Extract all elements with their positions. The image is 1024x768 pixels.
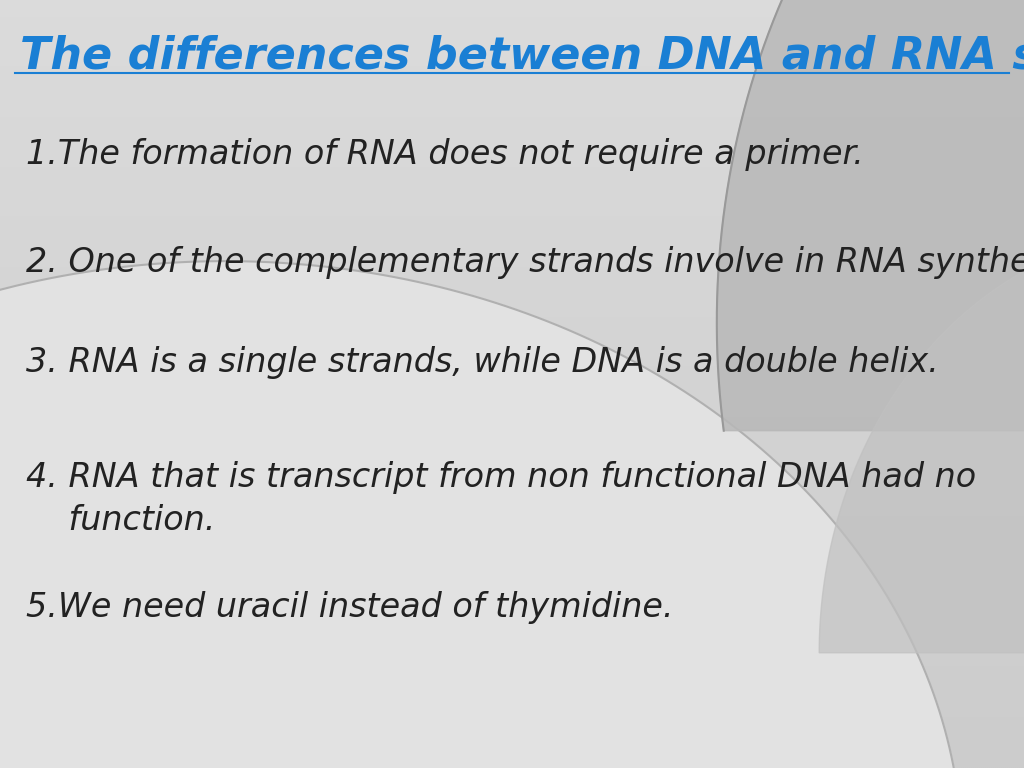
Text: 5.We need uracil instead of thymidine.: 5.We need uracil instead of thymidine. (26, 591, 673, 624)
Text: 4. RNA that is transcript from non functional DNA had no
    function.: 4. RNA that is transcript from non funct… (26, 461, 976, 537)
Text: 1.The formation of RNA does not require a primer.: 1.The formation of RNA does not require … (26, 138, 863, 171)
Polygon shape (717, 0, 1024, 431)
Text: 3. RNA is a single strands, while DNA is a double helix.: 3. RNA is a single strands, while DNA is… (26, 346, 938, 379)
Polygon shape (0, 261, 963, 768)
Polygon shape (819, 236, 1024, 653)
Text: 2. One of the complementary strands involve in RNA synthesis.: 2. One of the complementary strands invo… (26, 246, 1024, 279)
Text: The differences between DNA and RNA synthesis: The differences between DNA and RNA synt… (20, 35, 1024, 78)
